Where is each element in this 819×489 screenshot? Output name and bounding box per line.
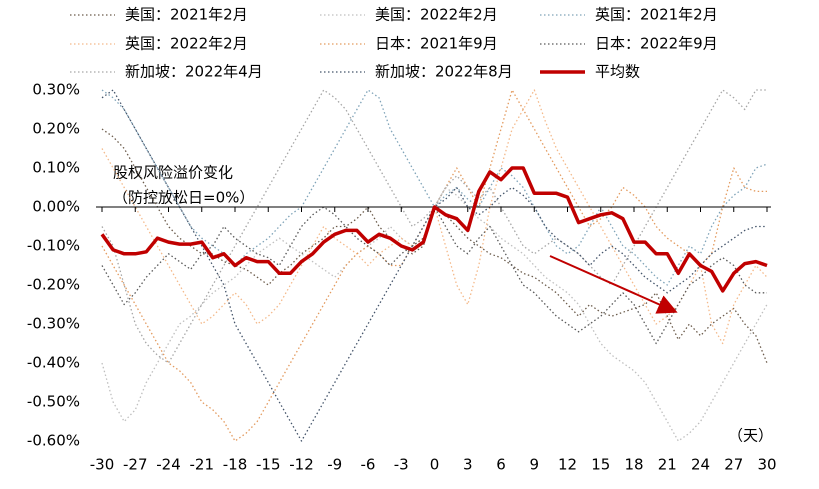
x-tick-label: 21	[658, 456, 677, 474]
legend-label: 日本：2021年9月	[375, 35, 498, 53]
x-tick-label: 6	[496, 456, 506, 474]
x-tick-label: 12	[558, 456, 577, 474]
series-line	[101, 206, 767, 345]
y-tick-label: -0.60%	[27, 432, 80, 450]
legend-label: 新加坡：2022年4月	[125, 63, 263, 81]
x-tick-label: -9	[327, 456, 342, 474]
x-tick-label: -3	[394, 456, 409, 474]
x-tick-label: 30	[757, 456, 776, 474]
x-tick-label: -30	[90, 456, 115, 474]
x-tick-label: -12	[289, 456, 314, 474]
y-tick-label: -0.30%	[27, 315, 80, 333]
x-tick-label: 3	[463, 456, 473, 474]
legend-label: 日本：2022年9月	[595, 35, 718, 53]
series-line	[101, 186, 768, 442]
x-tick-label: -15	[256, 456, 281, 474]
y-tick-label: 0.30%	[32, 81, 80, 99]
series-line	[100, 166, 768, 293]
legend-label: 英国：2021年2月	[595, 6, 718, 24]
x-tick-label: 0	[430, 456, 440, 474]
plot-area	[101, 89, 768, 442]
x-tick-label: 27	[724, 456, 743, 474]
legend-label: 平均数	[595, 63, 640, 81]
series-line	[101, 89, 768, 345]
series-line	[101, 89, 767, 364]
x-tick-label: -18	[223, 456, 248, 474]
x-tick-label: -6	[361, 456, 376, 474]
x-tick-label: 9	[529, 456, 539, 474]
legend-label: 美国：2022年2月	[375, 6, 498, 24]
y-tick-label: -0.20%	[27, 276, 80, 294]
y-tick-label: 0.10%	[32, 159, 80, 177]
series-line	[101, 89, 767, 442]
x-tick-label: -24	[156, 456, 181, 474]
annotation: 股权风险溢价变化	[113, 164, 233, 182]
legend-label: 新加坡：2022年8月	[375, 63, 513, 81]
x-tick-label: 18	[624, 456, 643, 474]
y-tick-label: -0.10%	[27, 237, 80, 255]
y-tick-label: -0.40%	[27, 354, 80, 372]
y-tick-label: -0.50%	[27, 393, 80, 411]
legend-label: 美国：2021年2月	[125, 6, 248, 24]
x-tick-label: -27	[123, 456, 148, 474]
trend-arrow	[549, 255, 678, 314]
y-tick-label: 0.00%	[32, 198, 80, 216]
x-unit-label: （天）	[728, 427, 773, 445]
x-tick-label: 24	[691, 456, 710, 474]
x-tick-label: 15	[591, 456, 610, 474]
annotation: （防控放松日=0%）	[113, 189, 254, 207]
x-tick-label: -21	[190, 456, 215, 474]
legend-label: 英国：2022年2月	[125, 35, 248, 53]
y-tick-label: 0.20%	[32, 120, 80, 138]
series-line	[101, 89, 767, 442]
